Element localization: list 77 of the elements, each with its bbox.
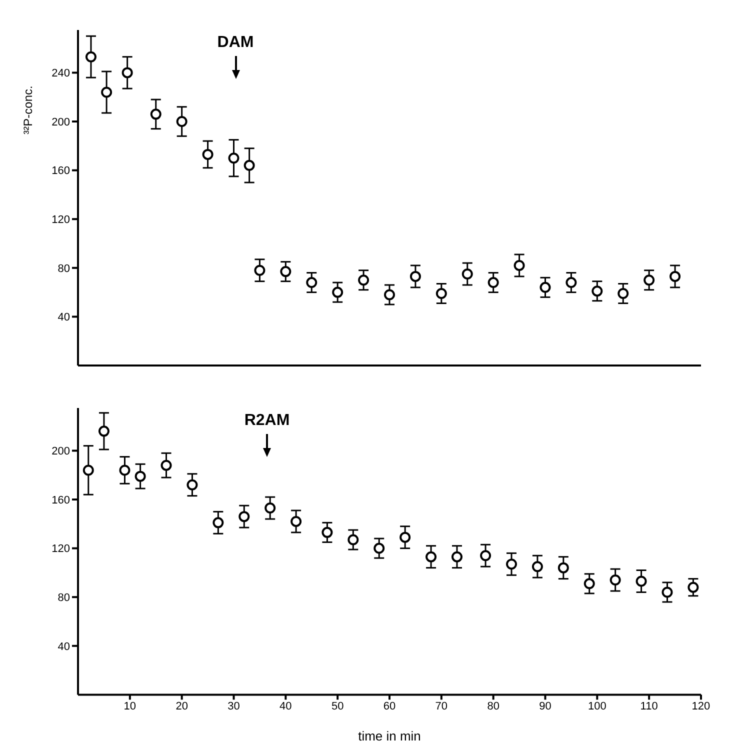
point: [306, 277, 318, 288]
y-tick-label: 40: [58, 312, 70, 324]
point: [244, 160, 255, 171]
y-tick-label: 120: [52, 214, 70, 226]
point: [610, 574, 621, 586]
point: [186, 478, 198, 490]
point: [322, 526, 333, 538]
annotation: R2AM: [243, 412, 291, 430]
point: [264, 502, 276, 514]
x-axis-title: time in min: [358, 728, 421, 744]
point: [348, 534, 359, 545]
point: [122, 67, 133, 78]
x-tick-label: 110: [640, 700, 658, 712]
point: [202, 148, 214, 160]
point: [85, 51, 96, 62]
x-tick-label: 80: [487, 700, 500, 712]
point: [280, 266, 292, 278]
y-axis-title: ³²P-conc.: [21, 86, 35, 134]
point: [238, 510, 250, 522]
y-tick-label: 80: [58, 262, 70, 275]
point: [558, 562, 569, 573]
point: [480, 550, 492, 561]
point: [134, 470, 146, 482]
y-tick-label: 80: [58, 591, 70, 604]
point: [228, 152, 240, 164]
point: [150, 108, 162, 120]
point: [160, 459, 172, 470]
point: [618, 288, 629, 300]
y-tick-label: 40: [58, 640, 70, 652]
point: [514, 260, 525, 271]
point: [176, 116, 188, 127]
point: [212, 516, 224, 528]
x-tick-label: 10: [124, 700, 136, 712]
point: [451, 550, 462, 562]
point: [119, 464, 130, 476]
point: [540, 282, 551, 293]
point: [358, 274, 370, 286]
x-tick-label: 60: [383, 700, 396, 712]
x-tick-label: 100: [588, 700, 606, 712]
point: [662, 586, 673, 598]
point: [98, 425, 110, 436]
point: [400, 531, 411, 542]
point: [384, 289, 395, 300]
y-tick-label: 200: [52, 445, 70, 458]
y-tick-label: 120: [52, 542, 70, 555]
point: [688, 581, 699, 592]
x-tick-label: 30: [228, 700, 240, 712]
x-tick-label: 90: [539, 700, 552, 712]
point: [636, 575, 647, 586]
point: [101, 86, 112, 98]
x-tick-label: 40: [280, 700, 292, 712]
point: [566, 277, 577, 288]
x-tick-label: 50: [331, 700, 344, 712]
point: [82, 464, 94, 476]
y-tick-label: 240: [52, 68, 70, 80]
point: [462, 268, 473, 280]
y-tick-label: 200: [52, 116, 70, 128]
point: [410, 270, 421, 282]
x-tick-label: 120: [692, 700, 710, 712]
point: [644, 274, 655, 286]
point: [426, 550, 437, 562]
point: [584, 578, 595, 589]
y-tick-label: 160: [52, 494, 70, 506]
x-tick-label: 70: [435, 700, 448, 712]
point: [290, 515, 302, 526]
point: [592, 286, 603, 297]
x-tick-label: 20: [176, 700, 188, 712]
annotation: DAM: [216, 34, 255, 52]
point: [506, 558, 517, 570]
y-tick-label: 160: [52, 165, 70, 178]
point: [254, 264, 266, 276]
point: [532, 560, 543, 572]
point: [488, 277, 499, 288]
point: [670, 270, 681, 282]
point: [332, 286, 344, 298]
point: [374, 542, 385, 554]
point: [436, 288, 447, 300]
